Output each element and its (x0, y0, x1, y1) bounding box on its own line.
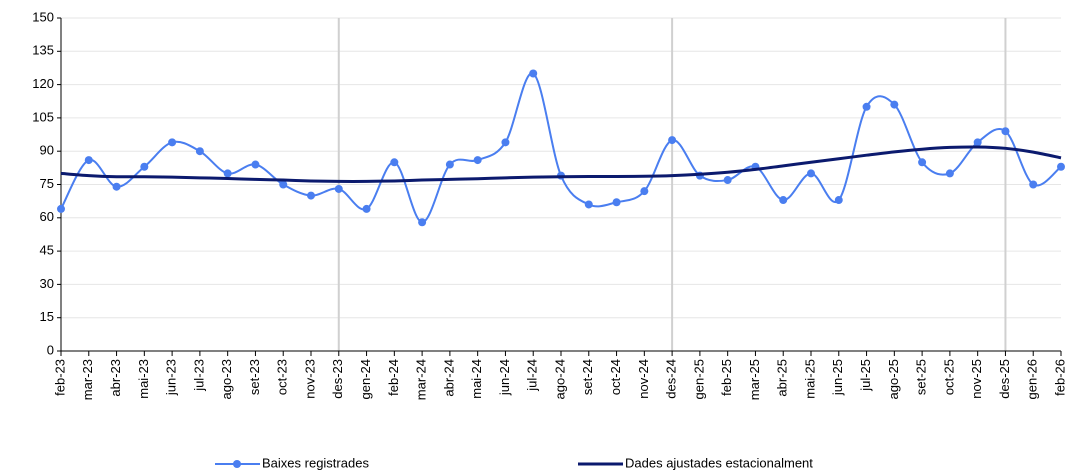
x-tick-label: gen-24 (358, 359, 373, 399)
legend-label: Dades ajustades estacionalment (625, 455, 813, 470)
point (612, 198, 621, 207)
point (279, 180, 288, 189)
point (251, 160, 260, 169)
y-tick-label: 135 (32, 43, 54, 58)
x-tick-label: nov-23 (302, 359, 317, 399)
y-tick-label: 0 (47, 342, 54, 357)
point (390, 158, 399, 167)
point (584, 200, 593, 209)
x-tick-label: set-24 (580, 359, 595, 395)
point (223, 169, 232, 178)
point (418, 218, 427, 227)
point (807, 169, 815, 178)
x-tick-label: mar-24 (414, 359, 429, 400)
point (195, 147, 204, 156)
point (334, 184, 343, 193)
x-tick-label: jul-24 (525, 359, 540, 392)
point (862, 102, 871, 111)
x-tick-label: nov-24 (636, 359, 651, 399)
x-tick-label: oct-24 (608, 359, 623, 395)
point (501, 138, 510, 147)
y-tick-label: 60 (40, 209, 54, 224)
y-tick-label: 150 (32, 9, 54, 24)
point (973, 138, 982, 147)
y-tick-label: 45 (40, 243, 54, 258)
x-tick-label: ago-24 (552, 359, 567, 399)
point (112, 182, 121, 191)
x-tick-label: abr-24 (441, 359, 456, 397)
x-tick-label: feb-26 (1052, 359, 1067, 396)
x-tick-label: feb-24 (386, 359, 401, 396)
point (84, 156, 93, 165)
point (140, 162, 149, 171)
x-tick-label: oct-23 (275, 359, 290, 395)
x-tick-label: mar-23 (80, 359, 95, 400)
x-tick-label: nov-25 (969, 359, 984, 399)
x-tick-label: des-23 (330, 359, 345, 399)
x-tick-label: jun-25 (830, 359, 845, 396)
point (779, 196, 788, 205)
x-tick-label: gen-26 (1025, 359, 1040, 399)
y-tick-label: 75 (40, 176, 54, 191)
x-tick-label: jul-23 (191, 359, 206, 392)
point (723, 176, 732, 185)
x-tick-label: ago-25 (886, 359, 901, 399)
point (834, 196, 843, 205)
x-tick-label: jun-23 (164, 359, 179, 396)
y-tick-label: 15 (40, 309, 54, 324)
point (1001, 127, 1010, 136)
point (1057, 162, 1065, 171)
point (168, 138, 177, 147)
x-tick-label: set-23 (247, 359, 262, 395)
series-line (60, 72, 1062, 224)
legend-label: Baixes registrades (262, 455, 369, 470)
x-tick-label: feb-25 (719, 359, 734, 396)
point (668, 136, 677, 145)
x-tick-label: mai-24 (469, 359, 484, 399)
point (57, 204, 65, 213)
x-tick-label: abr-23 (108, 359, 123, 397)
x-tick-label: jun-24 (497, 359, 512, 396)
x-tick-label: mar-25 (747, 359, 762, 400)
y-tick-label: 30 (40, 276, 54, 291)
point (473, 156, 482, 165)
x-tick-label: gen-25 (691, 359, 706, 399)
y-tick-label: 120 (32, 76, 54, 91)
series-line (60, 145, 1062, 183)
x-tick-label: oct-25 (941, 359, 956, 395)
point (1029, 180, 1038, 189)
x-tick-label: des-24 (664, 359, 679, 399)
y-tick-label: 90 (40, 143, 54, 158)
point (945, 169, 954, 178)
legend-marker (233, 460, 241, 468)
point (529, 69, 538, 78)
x-tick-label: feb-23 (52, 359, 67, 396)
x-tick-label: mai-23 (136, 359, 151, 399)
point (307, 191, 315, 200)
point (640, 187, 649, 196)
point (918, 158, 927, 167)
x-tick-label: abr-25 (775, 359, 790, 397)
point (445, 160, 454, 169)
x-tick-label: jul-25 (858, 359, 873, 392)
point (362, 204, 371, 213)
y-tick-label: 105 (32, 109, 54, 124)
x-tick-label: mai-25 (802, 359, 817, 399)
x-tick-label: set-25 (914, 359, 929, 395)
x-tick-label: ago-23 (219, 359, 234, 399)
x-tick-label: des-25 (997, 359, 1012, 399)
point (890, 100, 899, 109)
